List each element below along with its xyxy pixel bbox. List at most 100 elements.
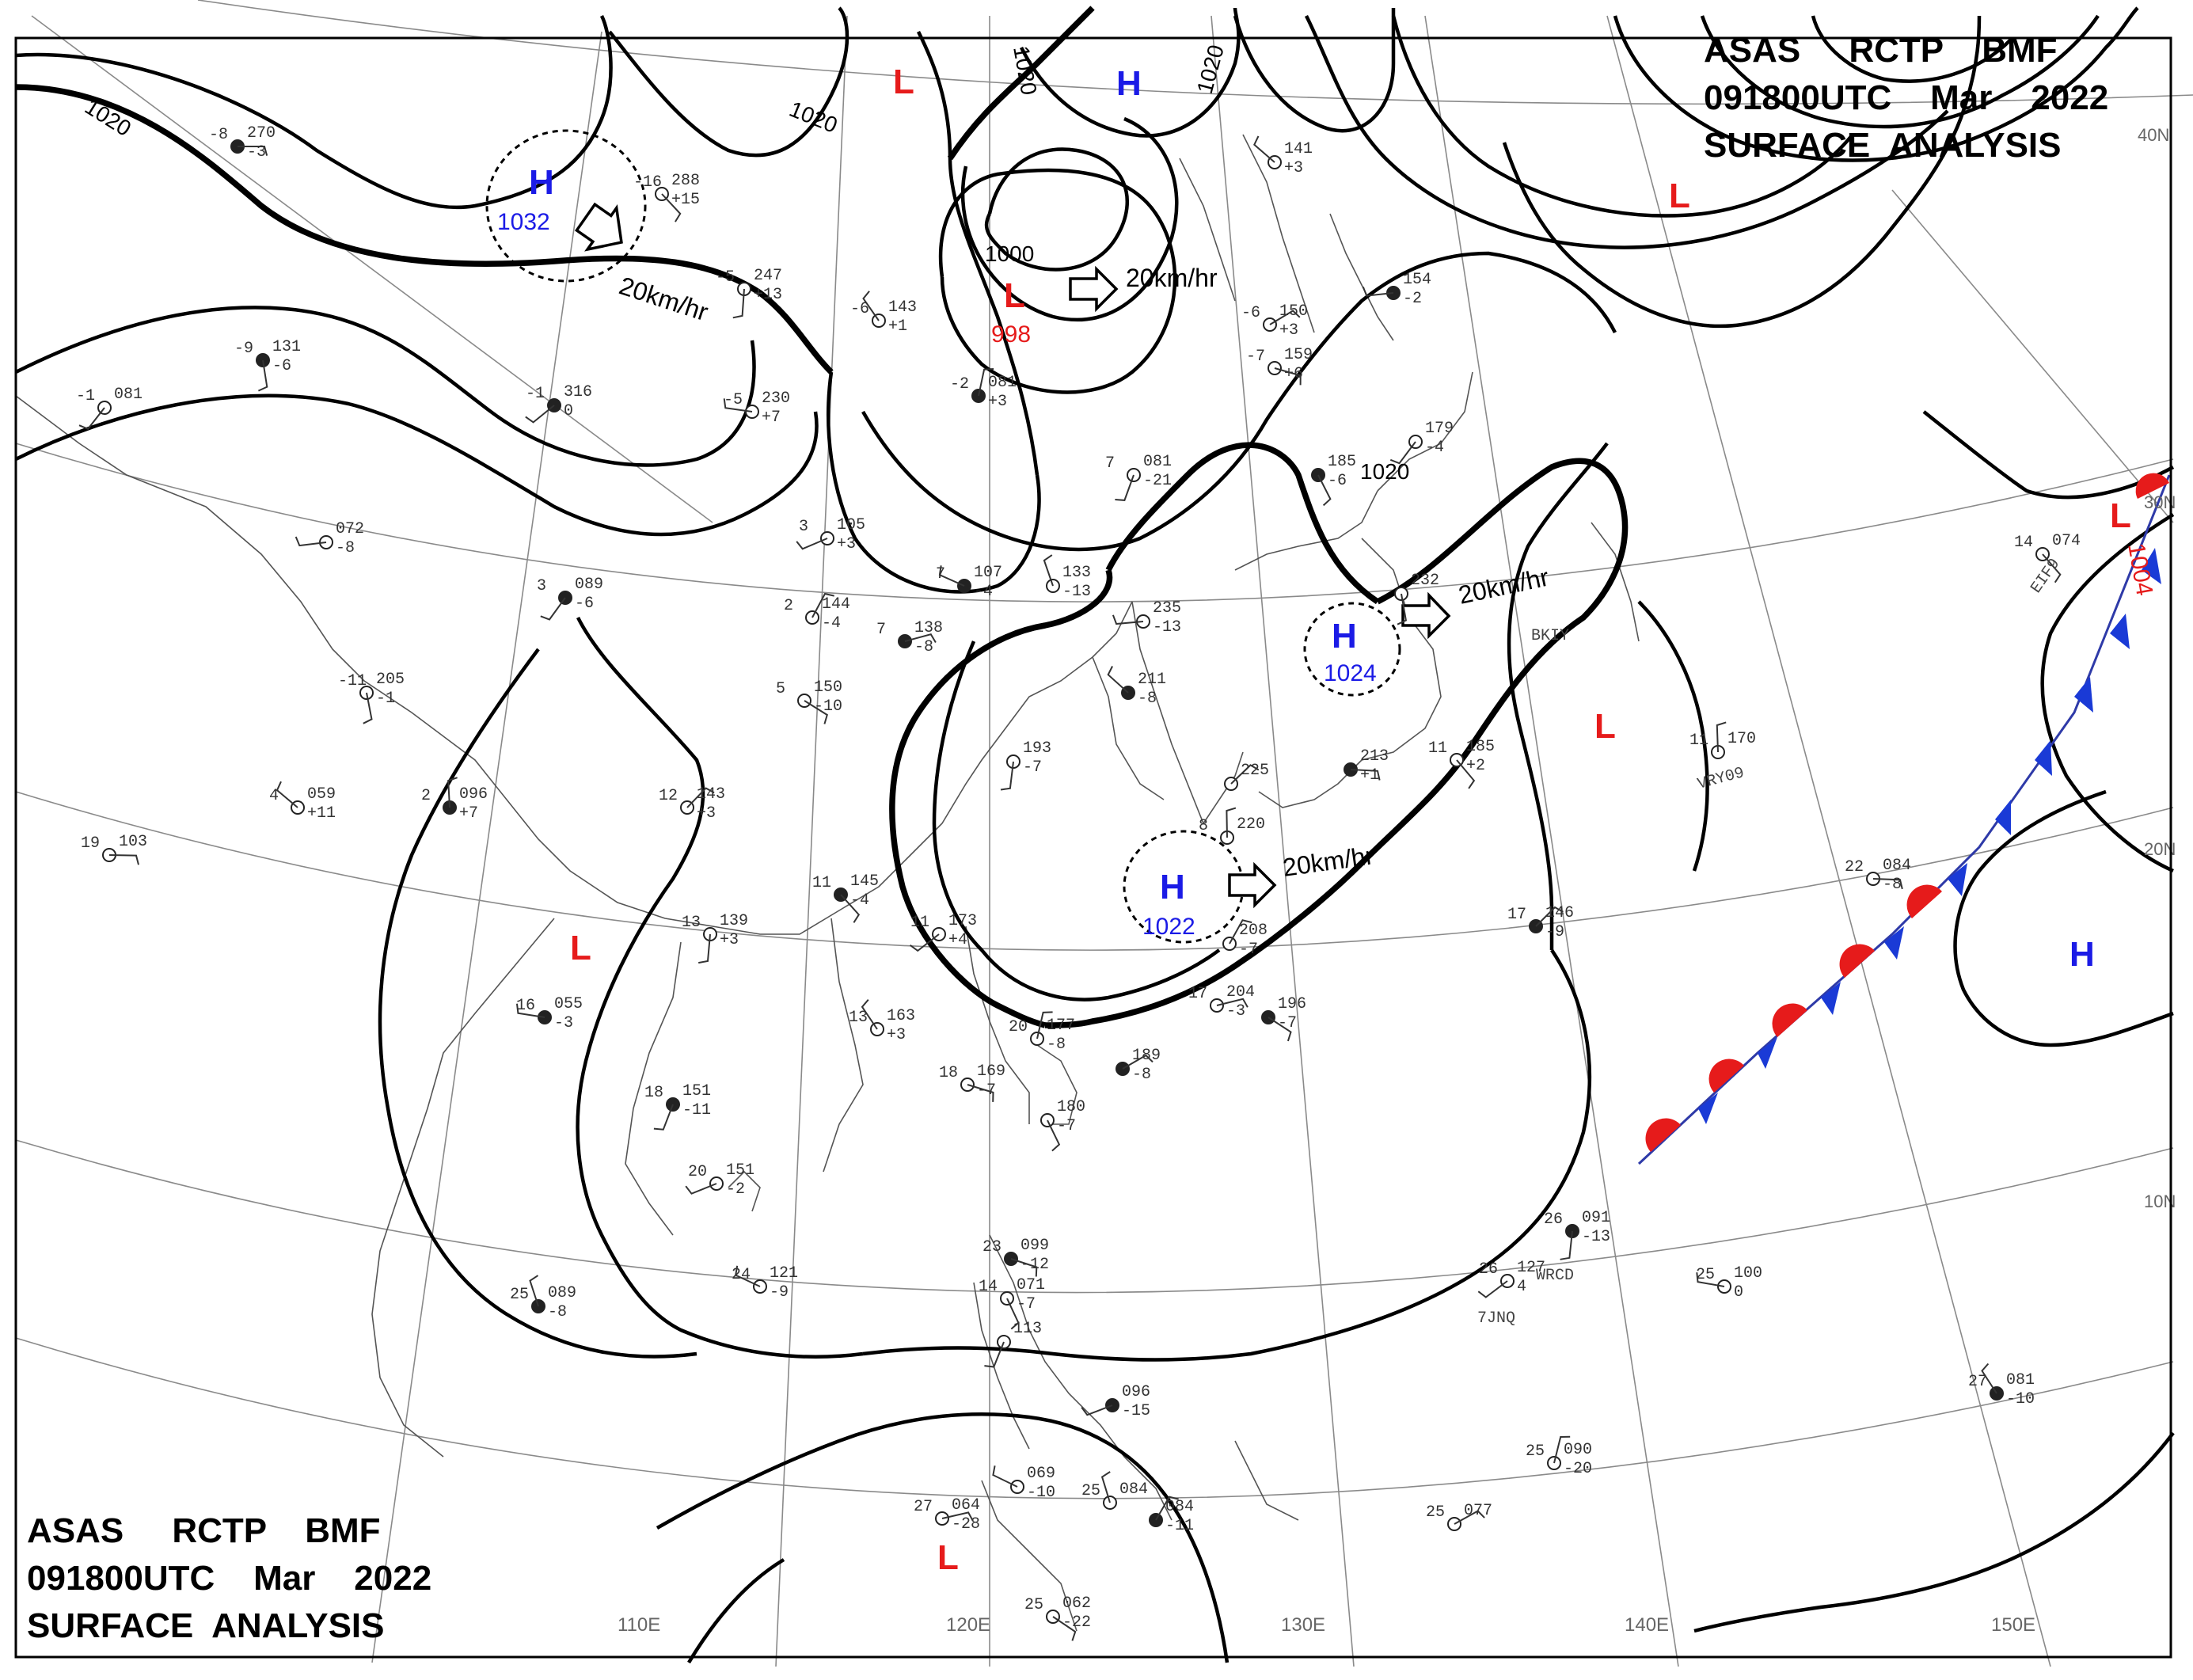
station-tendency: -12 xyxy=(1020,1256,1049,1274)
wind-barb xyxy=(1010,1258,1038,1277)
wind-barb xyxy=(1112,614,1144,625)
wind-barb xyxy=(796,538,828,550)
low-center-symbol: L xyxy=(1669,177,1690,215)
station-temperature: 22 xyxy=(1845,858,1864,876)
wind-barb xyxy=(984,1341,1005,1368)
station-temperature: 13 xyxy=(682,914,701,932)
station-temperature: 2 xyxy=(784,597,793,615)
wind-barb xyxy=(1155,1496,1179,1521)
high-center-symbol: H xyxy=(1332,617,1357,656)
wind-barb xyxy=(1122,1054,1154,1070)
station-tendency: -8 xyxy=(1132,1066,1151,1084)
station-pressure: 138 xyxy=(914,619,943,637)
station-pressure: 089 xyxy=(575,576,603,594)
station-plot: -5 230+7 xyxy=(723,390,790,427)
high-center-symbol: H xyxy=(2069,935,2095,974)
low-center-symbol: L xyxy=(2110,496,2131,535)
station-temperature: -7 xyxy=(1246,348,1265,366)
station-plot: 208-7 xyxy=(1222,919,1268,959)
station-plot: 24 121-9 xyxy=(732,1264,798,1302)
station-plot: 225 xyxy=(1224,762,1269,791)
wind-barb xyxy=(1081,1404,1113,1416)
high-center-pressure: 1024 xyxy=(1324,660,1377,686)
station-plot: 13 139+3 xyxy=(682,912,748,964)
station-tendency: -9 xyxy=(1545,923,1564,941)
station-tendency: -2 xyxy=(1403,290,1422,308)
station-pressure: 062 xyxy=(1062,1594,1091,1613)
station-pressure: 225 xyxy=(1241,762,1269,780)
wind-barb xyxy=(735,1265,761,1287)
isobar-label: 1020 xyxy=(1360,459,1409,484)
station-tendency: +3 xyxy=(1284,159,1303,177)
station-pressure: 145 xyxy=(850,872,879,891)
station-temperature: -2 xyxy=(950,375,969,393)
station-tendency: -7 xyxy=(1239,941,1258,959)
wind-barb xyxy=(1107,666,1129,694)
station-tendency: -8 xyxy=(1138,690,1157,708)
station-tendency: +11 xyxy=(307,804,336,823)
wind-barb xyxy=(685,1183,717,1195)
station-pressure: 170 xyxy=(1727,730,1756,748)
station-plot: -8 270-3 xyxy=(209,124,276,162)
station-plot: 25 062-22 xyxy=(1024,1594,1091,1641)
station-temperature: 25 xyxy=(1426,1503,1445,1522)
station-pressure: 143 xyxy=(697,785,725,804)
station-plot: 232 xyxy=(1394,572,1439,625)
station-temperature: 20 xyxy=(688,1163,707,1181)
station-plot: 11 173+4 xyxy=(910,912,977,952)
station-tendency: -6 xyxy=(575,595,594,613)
station-pressure: 084 xyxy=(1119,1480,1148,1499)
station-temperature: -8 xyxy=(209,126,228,144)
motion-arrow xyxy=(1069,265,1119,313)
station-temperature: 25 xyxy=(1081,1482,1100,1500)
station-plot: 27 081-10 xyxy=(1968,1363,2035,1408)
wind-barb xyxy=(1226,807,1237,838)
station-tendency: -7 xyxy=(1017,1295,1036,1313)
station-plot: 213+1 xyxy=(1344,747,1389,785)
station-pressure: 139 xyxy=(720,912,748,930)
station-pressure: 235 xyxy=(1153,599,1181,618)
ship-id: 7JNQ xyxy=(1477,1309,1515,1328)
longitude-label: 120E xyxy=(946,1614,990,1636)
station-temperature: 11 xyxy=(812,874,831,892)
station-tendency: +7 xyxy=(459,804,478,823)
station-plot: 3 105+3 xyxy=(796,516,865,553)
motion-arrow xyxy=(1401,591,1451,640)
station-plot: 2 096+7 xyxy=(421,777,488,823)
wind-barb xyxy=(804,700,828,724)
station-temperature: -16 xyxy=(633,173,662,192)
station-plot: 3 089-6 xyxy=(537,576,603,621)
low-center-symbol: L xyxy=(937,1538,959,1577)
station-temperature: -6 xyxy=(1241,304,1260,322)
wind-barb xyxy=(661,193,682,222)
latitude-label: 40N xyxy=(2138,125,2169,145)
station-pressure: 089 xyxy=(548,1284,576,1302)
station-tendency: -4 xyxy=(850,891,869,910)
station-tendency: -10 xyxy=(2006,1390,2035,1408)
station-tendency: -6 xyxy=(1328,472,1347,490)
wind-barb xyxy=(516,1003,545,1018)
station-temperature: 23 xyxy=(982,1238,1001,1256)
station-pressure: 069 xyxy=(1027,1465,1055,1483)
wind-barb xyxy=(1872,878,1903,890)
station-plot: 2 144-4 xyxy=(784,592,850,633)
station-temperature: 14 xyxy=(2014,534,2033,552)
wind-barb xyxy=(732,288,745,319)
station-plot: 4 059+11 xyxy=(269,781,336,823)
station-pressure: 059 xyxy=(307,785,336,804)
high-center-pressure: 1032 xyxy=(497,209,550,235)
station-tendency: +3 xyxy=(988,393,1007,411)
wind-barb xyxy=(698,933,711,964)
station-plot: 20 151-2 xyxy=(685,1161,754,1199)
station-pressure: 230 xyxy=(762,390,790,408)
station-plot: 11 185+2 xyxy=(1428,738,1495,789)
station-plot: 5 150-10 xyxy=(776,678,842,724)
station-pressure: 185 xyxy=(1466,738,1495,756)
title-block-top-right: ASAS RCTP BMF 091800UTC Mar 2022 SURFACE… xyxy=(1704,31,2108,165)
station-plot: 14 071-7 xyxy=(979,1276,1045,1330)
wind-barb xyxy=(938,565,965,587)
station-pressure: 213 xyxy=(1360,747,1389,766)
low-center-pressure: 998 xyxy=(991,321,1031,348)
station-plot: 25 1000 xyxy=(1696,1264,1762,1302)
station-temperature: 19 xyxy=(81,834,100,853)
